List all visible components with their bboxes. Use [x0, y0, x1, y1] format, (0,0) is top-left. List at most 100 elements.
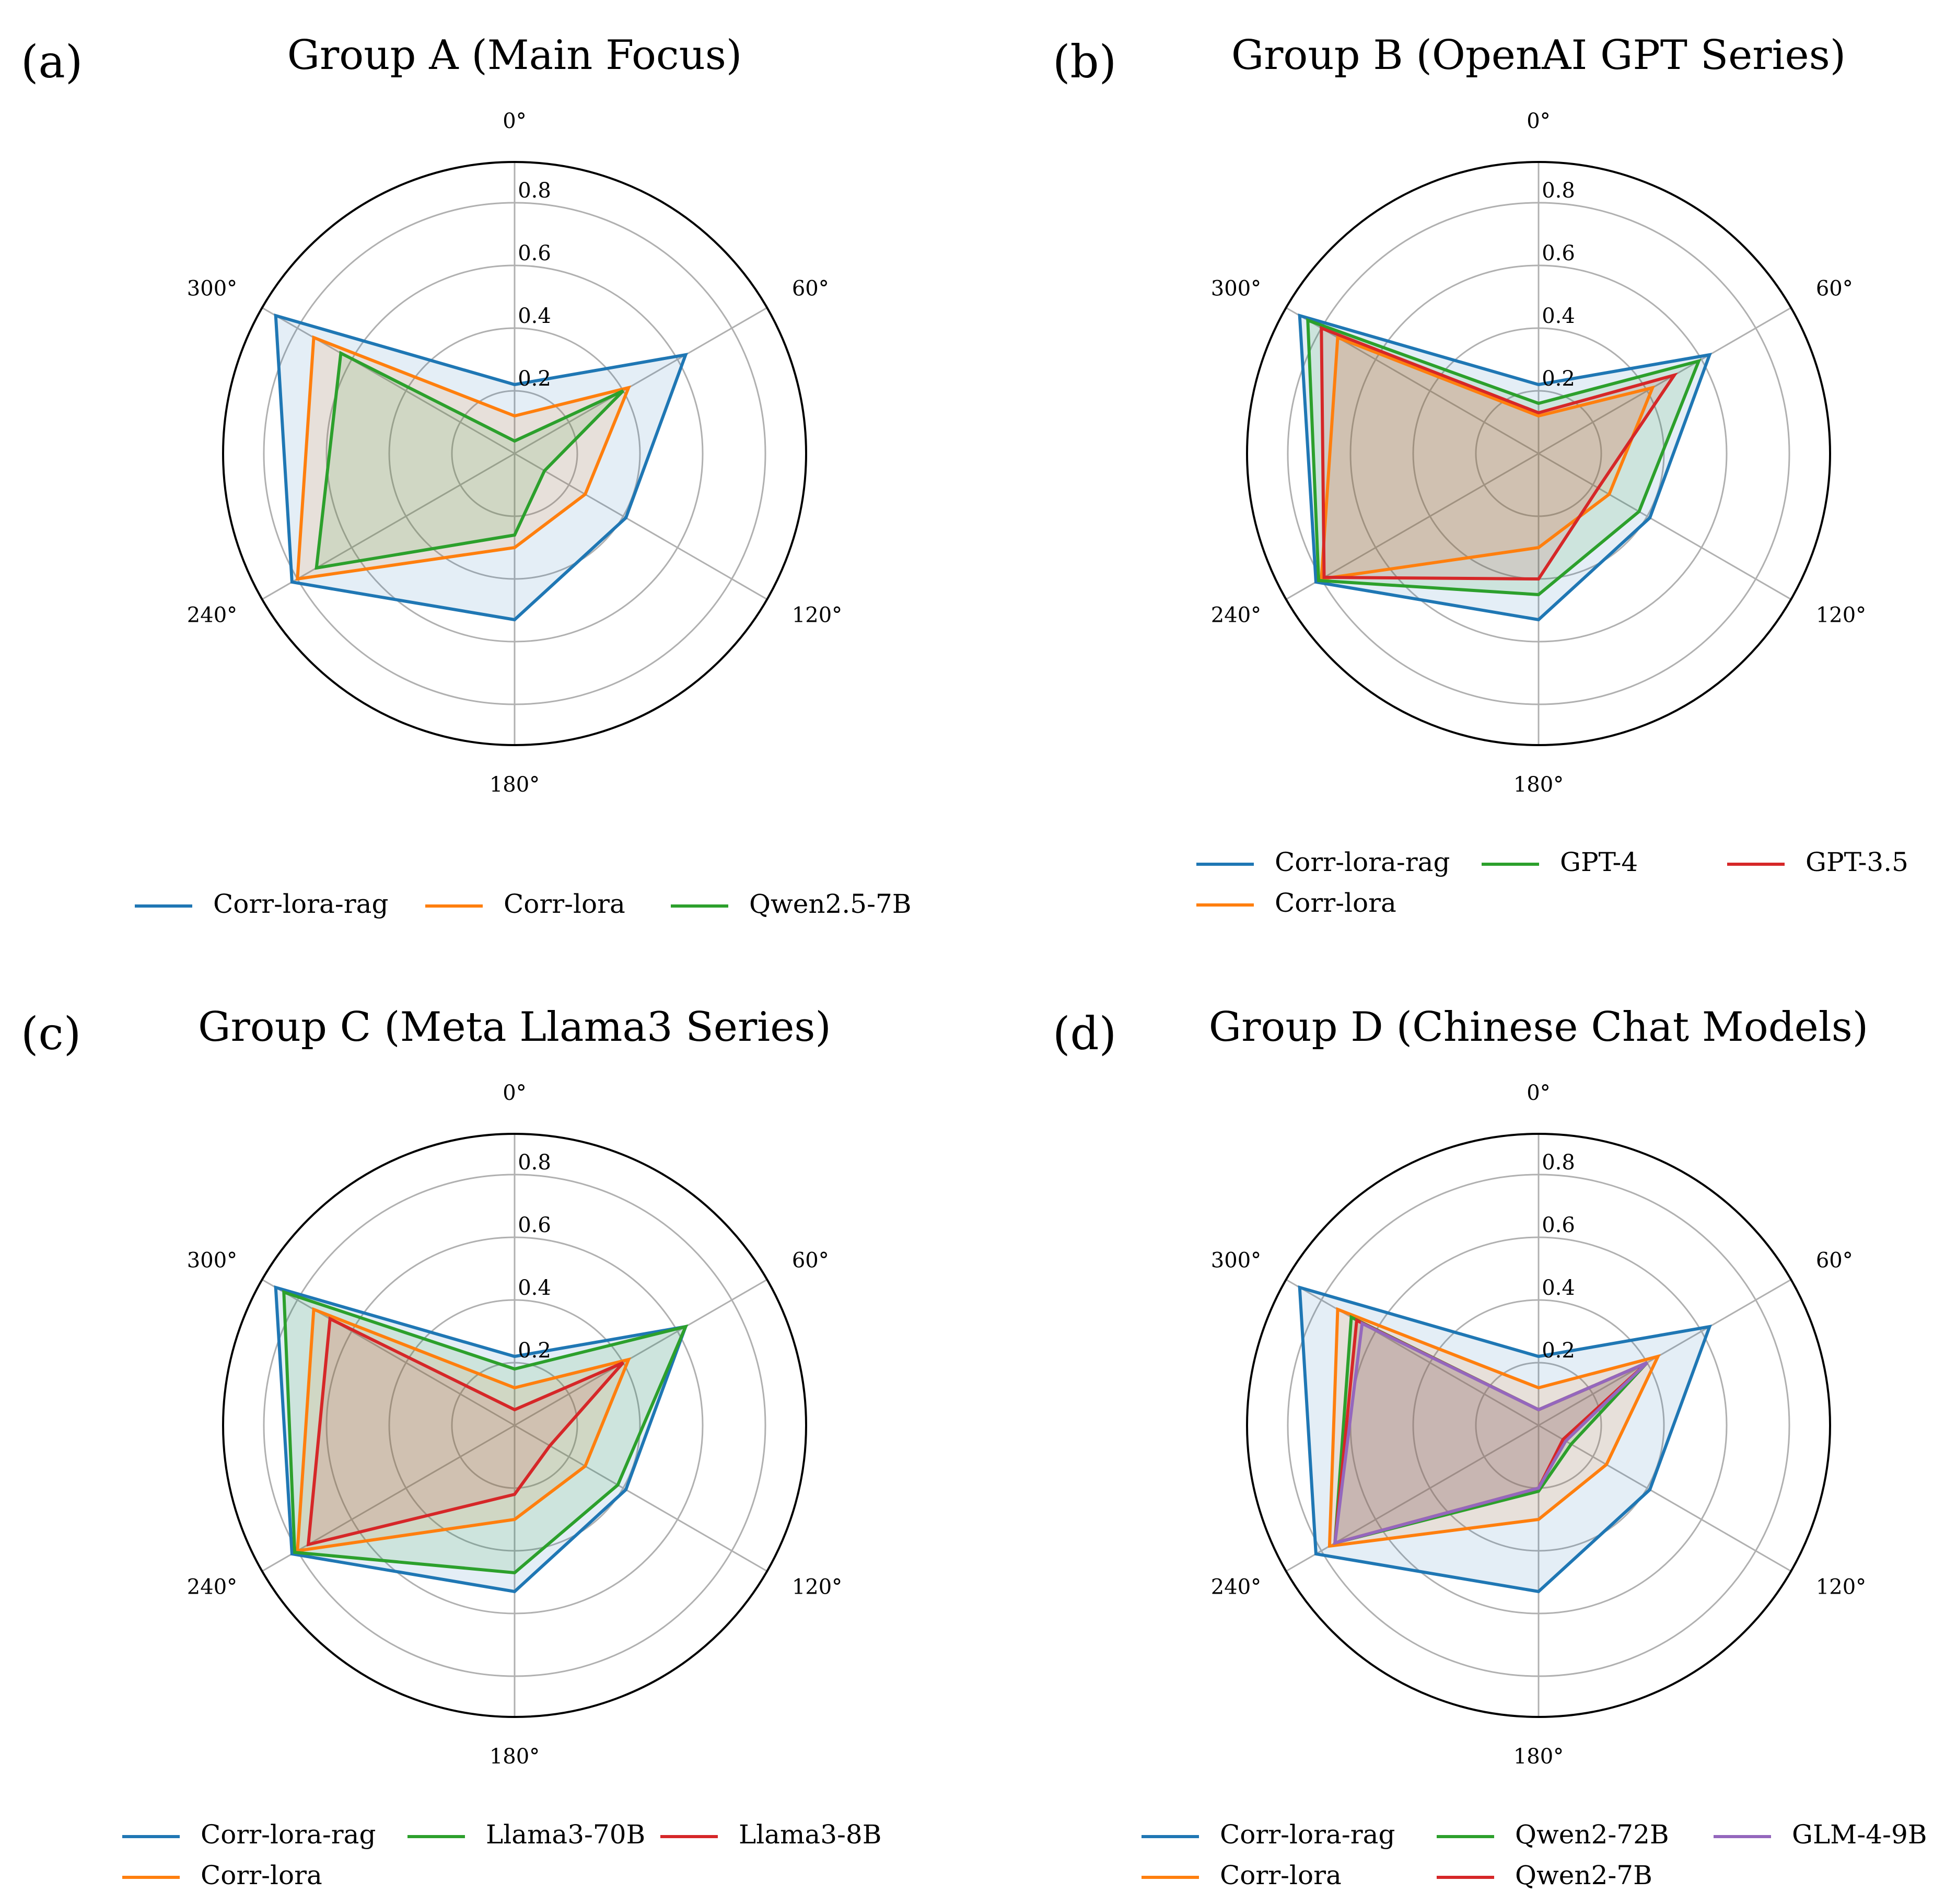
angle-label: 0° [503, 109, 526, 133]
angle-label: 120° [1816, 603, 1866, 627]
polar-frame [222, 161, 807, 746]
angle-label: 180° [490, 1745, 540, 1769]
angular-grid-spoke [1286, 452, 1539, 600]
radial-tick-label: 0.6 [518, 1213, 551, 1237]
radial-tick-label: 0.6 [518, 241, 551, 265]
series-line-llama3-70b [282, 1290, 689, 1575]
radar-panel-2: (b) Group B (OpenAI GPT Series) 0.2 0.4 0.6 0… [1053, 32, 1908, 918]
legend-label: Corr-lora [1220, 1860, 1342, 1890]
angle-label: 300° [1211, 1249, 1261, 1273]
series-fill-glm-4-9b [1335, 1323, 1647, 1543]
polar-frame [222, 1133, 807, 1718]
radial-tick-label: 0.4 [518, 304, 551, 328]
legend-entry: Corr-lora [1196, 888, 1396, 918]
radial-tick-label: 0.8 [518, 1151, 551, 1175]
polar-frame [1246, 1133, 1831, 1718]
radar-panel-1: (a) Group A (Main Focus) 0.2 0.4 0.6 0.8 0° 60°… [21, 32, 912, 919]
series-fill-gpt-4 [1308, 320, 1699, 595]
legend-entry: Llama3-70B [407, 1819, 645, 1850]
legend-label: Qwen2-7B [1515, 1860, 1652, 1890]
radial-tick-label: 0.4 [1542, 1276, 1575, 1300]
series-fill-llama3-8b [308, 1319, 623, 1545]
panel-title: Group A (Main Focus) [287, 32, 742, 79]
radial-tick-label: 0.6 [1542, 241, 1575, 265]
panel-label: (a) [21, 36, 83, 88]
angle-label: 300° [187, 277, 237, 301]
legend-entry: GLM-4-9B [1714, 1819, 1927, 1850]
series-fill-corr-lora [1329, 1309, 1658, 1546]
legend-entry: Corr-lora [1142, 1860, 1342, 1890]
legend-entry: Qwen2.5-7B [671, 889, 912, 919]
angle-label: 0° [503, 1081, 526, 1105]
panel-label: (d) [1053, 1008, 1116, 1060]
series-fill-qwen2-5-7b [316, 353, 623, 568]
legend-label: Qwen2.5-7B [749, 889, 912, 919]
legend-label: Corr-lora [1275, 888, 1396, 918]
series-line-corr-lora [296, 1307, 632, 1553]
angle-label: 180° [1513, 1745, 1564, 1769]
legend-entry: Corr-lora [425, 889, 625, 919]
angular-grid-spoke [514, 1424, 767, 1572]
series-fill-corr-lora-rag [275, 316, 686, 620]
angle-label: 60° [792, 1249, 829, 1273]
angle-label: 0° [1527, 109, 1550, 133]
angular-grid-spoke [514, 307, 767, 455]
legend-label: Corr-lora [201, 1860, 322, 1890]
angular-grid-spoke [1538, 307, 1791, 455]
legend-label: Llama3-70B [486, 1819, 645, 1850]
series-line-corr-lora [1327, 1307, 1661, 1548]
panel-title: Group B (OpenAI GPT Series) [1231, 32, 1846, 79]
legend-entry: Corr-lora [122, 1860, 322, 1890]
series-line-qwen2-5-7b [315, 351, 624, 570]
angle-label: 60° [1816, 277, 1853, 301]
angular-grid-spoke [1286, 1279, 1539, 1426]
series-fill-llama3-70b [284, 1292, 686, 1573]
panel-label: (b) [1053, 36, 1116, 88]
radial-tick-label: 0.4 [1542, 304, 1575, 328]
legend-label: Corr-lora-rag [201, 1819, 376, 1850]
legend-entry: Llama3-8B [660, 1819, 882, 1850]
series-fill-corr-lora [297, 338, 629, 579]
angular-grid-spoke [1538, 1279, 1791, 1426]
polar-frame [1246, 161, 1831, 746]
legend-entry: Corr-lora-rag [1142, 1819, 1395, 1850]
legend-entry: GPT-4 [1482, 847, 1638, 877]
legend-label: Qwen2-72B [1515, 1819, 1669, 1850]
radial-tick-label: 0.6 [1542, 1213, 1575, 1237]
series-fill-corr-lora-rag [1299, 316, 1710, 620]
series-line-llama3-8b [306, 1316, 625, 1547]
series-line-corr-lora-rag [274, 313, 689, 622]
angular-grid-spoke [514, 1279, 767, 1426]
radial-tick-label: 0.2 [1542, 1339, 1575, 1363]
series-fill-corr-lora-rag [1299, 1287, 1710, 1592]
series-line-corr-lora-rag [1298, 1285, 1713, 1594]
radar-panel-4: (d) Group D (Chinese Chat Models) 0.2 0.4 0.… [1053, 1004, 1927, 1890]
series-line-corr-lora [296, 335, 632, 581]
legend-label: Corr-lora [504, 889, 625, 919]
series-fill-corr-lora [297, 1309, 629, 1551]
legend-entry: GPT-3.5 [1727, 847, 1908, 877]
angular-grid-spoke [1538, 1424, 1791, 1572]
angle-label: 300° [1211, 277, 1261, 301]
angle-label: 120° [792, 1575, 842, 1599]
angle-label: 240° [1211, 1575, 1261, 1599]
radial-tick-label: 0.4 [518, 1276, 551, 1300]
angular-grid-spoke [1538, 452, 1791, 600]
series-line-glm-4-9b [1333, 1321, 1648, 1546]
angle-label: 240° [187, 1575, 237, 1599]
series-line-corr-lora-rag [1298, 313, 1713, 622]
legend-label: GPT-4 [1560, 847, 1638, 877]
angle-label: 240° [187, 603, 237, 627]
series-fill-qwen2-7b [1335, 1320, 1647, 1543]
series-fill-corr-lora [1321, 338, 1653, 579]
angle-label: 60° [1816, 1249, 1853, 1273]
series-line-gpt-4 [1306, 318, 1702, 597]
legend-entry: Corr-lora-rag [122, 1819, 376, 1850]
angle-label: 180° [490, 773, 540, 797]
angle-label: 120° [792, 603, 842, 627]
radial-tick-label: 0.2 [518, 367, 551, 391]
legend-label: Corr-lora-rag [1275, 847, 1450, 877]
angle-label: 300° [187, 1249, 237, 1273]
